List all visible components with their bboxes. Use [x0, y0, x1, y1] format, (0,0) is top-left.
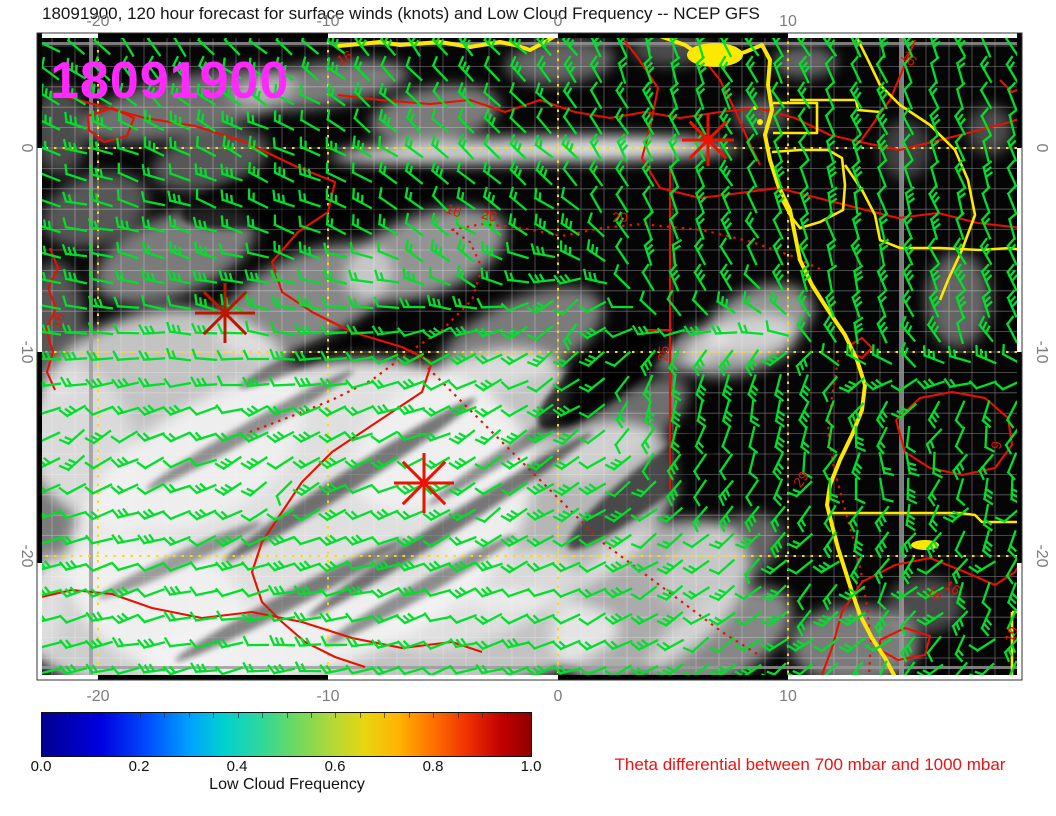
svg-text:16: 16: [942, 577, 964, 599]
colorbar-minor-tick: [90, 713, 92, 718]
svg-text:20: 20: [480, 205, 499, 225]
svg-text:19: 19: [1001, 624, 1021, 644]
colorbar-minor-tick: [310, 713, 312, 718]
lon-tick-label: -10: [316, 13, 339, 30]
colorbar-minor-tick: [506, 713, 508, 718]
forecast-point-marker: [394, 453, 454, 513]
svg-text:16: 16: [444, 200, 464, 220]
axis-labels: -20 -20 -10 -10 0 0 10 10 0 0 -10 -10 -20 -20: [18, 13, 1050, 705]
lon-tick-label: -10: [316, 688, 339, 705]
lat-tick-label: -20: [1033, 544, 1050, 567]
colorbar-minor-tick: [66, 713, 68, 718]
svg-text:16: 16: [334, 47, 356, 69]
lat-tick-label: -20: [18, 544, 35, 567]
svg-text:9: 9: [988, 440, 1005, 451]
lon-tick-label: 10: [779, 688, 797, 705]
colorbar-minor-tick: [408, 713, 410, 718]
colorbar-minor-tick: [115, 713, 117, 718]
colorbar-tick-label: 1.0: [520, 758, 542, 775]
colorbar: [41, 712, 532, 757]
colorbar-minor-tick: [457, 713, 459, 718]
colorbar-tick-label: 0.8: [422, 758, 444, 775]
colorbar-tick-label: 0.4: [226, 758, 248, 775]
colorbar-minor-tick: [286, 713, 288, 718]
lat-tick-label: -10: [1033, 340, 1050, 363]
forecast-point-markers: [195, 114, 734, 513]
lat-tick-label: 0: [18, 144, 35, 153]
svg-text:16: 16: [48, 311, 68, 330]
theta-contours-solid: [37, 34, 1022, 680]
lon-tick-label: -20: [86, 13, 109, 30]
colorbar-tick-label: 0.6: [324, 758, 346, 775]
colorbar-minor-tick: [164, 713, 166, 718]
colorbar-minor-tick: [262, 713, 263, 718]
svg-text:20: 20: [612, 209, 628, 225]
page-title: 18091900, 120 hour forecast for surface …: [42, 4, 760, 23]
lon-tick-label: 0: [554, 688, 563, 705]
colorbar-minor-tick: [482, 713, 484, 718]
theta-caption: Theta differential between 700 mbar and …: [614, 755, 1006, 774]
colorbar-minor-tick: [237, 713, 239, 718]
forecast-point-marker: [195, 283, 255, 343]
colorbar-tick-label: 0.0: [30, 758, 52, 775]
map-frame: [36, 32, 1023, 681]
colorbar-minor-tick: [213, 713, 215, 718]
lon-tick-label: -20: [86, 688, 109, 705]
lon-tick-label: 0: [554, 13, 563, 30]
colorbar-tick-label: 0.2: [128, 758, 150, 775]
lat-tick-label: 0: [1033, 144, 1050, 153]
lon-tick-label: 10: [779, 13, 797, 30]
colorbar-minor-tick: [335, 713, 337, 718]
colorbar-minor-tick: [433, 713, 435, 718]
forecast-point-marker: [682, 114, 734, 166]
colorbar-tick-labels: 0.0 0.2 0.4 0.6 0.8 1.0: [0, 758, 1056, 778]
wind-barbs-layer: [37, 33, 1022, 680]
colorbar-minor-tick: [139, 713, 141, 718]
svg-text:25: 25: [654, 345, 671, 362]
lat-tick-label: -10: [18, 340, 35, 363]
colorbar-minor-tick: [384, 713, 386, 718]
colorbar-minor-tick: [359, 713, 361, 718]
colorbar-caption: Low Cloud Frequency: [209, 776, 365, 793]
datestamp: 18091900: [50, 52, 289, 110]
colorbar-minor-tick: [188, 713, 190, 718]
